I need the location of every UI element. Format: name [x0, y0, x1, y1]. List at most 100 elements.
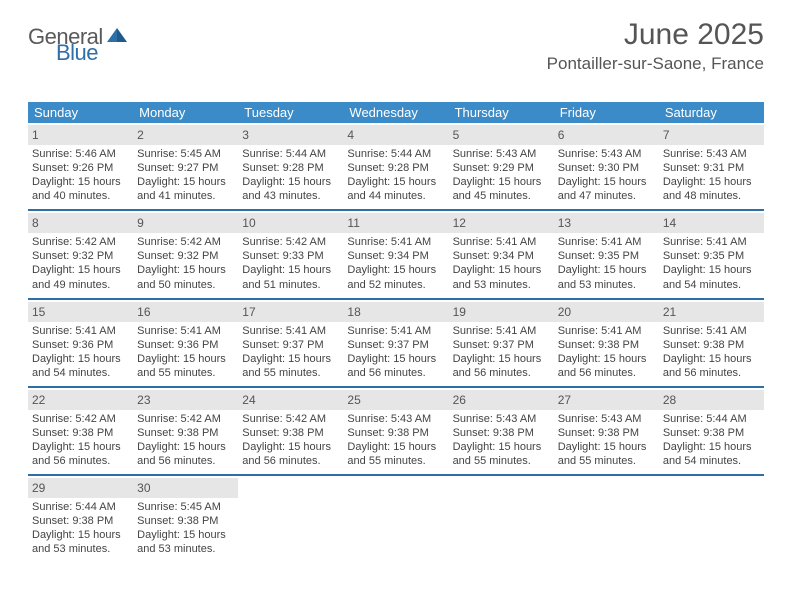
- day-number-bar: 25: [343, 390, 448, 410]
- calendar-day-cell: 27 Sunrise: 5:43 AMSunset: 9:38 PMDayligh…: [554, 388, 659, 474]
- day-sun-info: Sunrise: 5:41 AMSunset: 9:34 PMDaylight:…: [347, 235, 444, 291]
- day-number: 12: [453, 216, 466, 230]
- day-number: 22: [32, 393, 45, 407]
- month-title: June 2025: [547, 18, 764, 52]
- day-sun-info: Sunrise: 5:43 AMSunset: 9:38 PMDaylight:…: [453, 412, 550, 468]
- day-sun-info: Sunrise: 5:43 AMSunset: 9:30 PMDaylight:…: [558, 147, 655, 203]
- day-number-bar: 15: [28, 302, 133, 322]
- day-sun-info: Sunrise: 5:43 AMSunset: 9:29 PMDaylight:…: [453, 147, 550, 203]
- day-sun-info: Sunrise: 5:42 AMSunset: 9:33 PMDaylight:…: [242, 235, 339, 291]
- logo-text-blue: Blue: [56, 40, 98, 65]
- day-number: 6: [558, 128, 565, 142]
- day-number-bar: 8: [28, 213, 133, 233]
- calendar-day-cell: 5 Sunrise: 5:43 AMSunset: 9:29 PMDaylight…: [449, 123, 554, 209]
- day-number-bar: 10: [238, 213, 343, 233]
- day-number: 29: [32, 481, 45, 495]
- day-number: 5: [453, 128, 460, 142]
- day-number: 15: [32, 305, 45, 319]
- day-number-bar: 6: [554, 125, 659, 145]
- day-number: 17: [242, 305, 255, 319]
- calendar-day-cell: 18Sunrise: 5:41 AMSunset: 9:37 PMDayligh…: [343, 300, 448, 386]
- calendar-day-cell: 13Sunrise: 5:41 AMSunset: 9:35 PMDayligh…: [554, 211, 659, 297]
- day-number: 8: [32, 216, 39, 230]
- calendar-week-row: 8 Sunrise: 5:42 AMSunset: 9:32 PMDaylight…: [28, 211, 764, 299]
- calendar-day-cell: 19Sunrise: 5:41 AMSunset: 9:37 PMDayligh…: [449, 300, 554, 386]
- day-sun-info: Sunrise: 5:43 AMSunset: 9:38 PMDaylight:…: [558, 412, 655, 468]
- calendar-day-cell: 6 Sunrise: 5:43 AMSunset: 9:30 PMDaylight…: [554, 123, 659, 209]
- day-number: 18: [347, 305, 360, 319]
- day-sun-info: Sunrise: 5:41 AMSunset: 9:38 PMDaylight:…: [558, 324, 655, 380]
- weekday-header-cell: Sunday: [28, 102, 133, 123]
- day-number: 27: [558, 393, 571, 407]
- logo-text-blue-wrap: Blue: [56, 40, 98, 66]
- weekday-header-cell: Saturday: [659, 102, 764, 123]
- calendar-day-cell: 1Sunrise: 5:46 AMSunset: 9:26 PMDaylight…: [28, 123, 133, 209]
- day-sun-info: Sunrise: 5:42 AMSunset: 9:32 PMDaylight:…: [137, 235, 234, 291]
- calendar-day-cell: 20Sunrise: 5:41 AMSunset: 9:38 PMDayligh…: [554, 300, 659, 386]
- calendar-week-row: 29 Sunrise: 5:44 AMSunset: 9:38 PMDayligh…: [28, 476, 764, 562]
- day-sun-info: Sunrise: 5:43 AMSunset: 9:31 PMDaylight:…: [663, 147, 760, 203]
- weeks-container: 1Sunrise: 5:46 AMSunset: 9:26 PMDaylight…: [28, 123, 764, 563]
- calendar-day-cell: 2Sunrise: 5:45 AMSunset: 9:27 PMDaylight…: [133, 123, 238, 209]
- day-number: 24: [242, 393, 255, 407]
- calendar-day-cell: 9Sunrise: 5:42 AMSunset: 9:32 PMDaylight…: [133, 211, 238, 297]
- day-number-bar: 30: [133, 478, 238, 498]
- calendar-day-cell: 26 Sunrise: 5:43 AMSunset: 9:38 PMDayligh…: [449, 388, 554, 474]
- calendar-day-cell: 25Sunrise: 5:43 AMSunset: 9:38 PMDayligh…: [343, 388, 448, 474]
- weekday-header-cell: Monday: [133, 102, 238, 123]
- day-sun-info: Sunrise: 5:41 AMSunset: 9:35 PMDaylight:…: [663, 235, 760, 291]
- day-number-bar: 13: [554, 213, 659, 233]
- calendar-week-row: 22 Sunrise: 5:42 AMSunset: 9:38 PMDayligh…: [28, 388, 764, 476]
- calendar-day-cell: 29 Sunrise: 5:44 AMSunset: 9:38 PMDayligh…: [28, 476, 133, 562]
- calendar-empty-cell: [238, 476, 343, 562]
- calendar-empty-cell: [659, 476, 764, 562]
- calendar-empty-cell: [554, 476, 659, 562]
- day-sun-info: Sunrise: 5:44 AMSunset: 9:38 PMDaylight:…: [32, 500, 129, 556]
- title-block: June 2025 Pontailler-sur-Saone, France: [547, 18, 764, 74]
- day-sun-info: Sunrise: 5:42 AMSunset: 9:38 PMDaylight:…: [32, 412, 129, 468]
- day-sun-info: Sunrise: 5:44 AMSunset: 9:38 PMDaylight:…: [663, 412, 760, 468]
- day-number-bar: 7: [659, 125, 764, 145]
- day-number-bar: 18: [343, 302, 448, 322]
- calendar-week-row: 1Sunrise: 5:46 AMSunset: 9:26 PMDaylight…: [28, 123, 764, 211]
- day-sun-info: Sunrise: 5:41 AMSunset: 9:36 PMDaylight:…: [137, 324, 234, 380]
- logo-mark-icon: [107, 26, 127, 47]
- day-number-bar: 5: [449, 125, 554, 145]
- day-number-bar: 24: [238, 390, 343, 410]
- day-number: 13: [558, 216, 571, 230]
- day-number: 4: [347, 128, 354, 142]
- calendar-day-cell: 16Sunrise: 5:41 AMSunset: 9:36 PMDayligh…: [133, 300, 238, 386]
- day-number: 19: [453, 305, 466, 319]
- day-number: 3: [242, 128, 249, 142]
- day-number: 23: [137, 393, 150, 407]
- day-number: 25: [347, 393, 360, 407]
- day-number: 14: [663, 216, 676, 230]
- day-sun-info: Sunrise: 5:41 AMSunset: 9:38 PMDaylight:…: [663, 324, 760, 380]
- weekday-header-cell: Thursday: [449, 102, 554, 123]
- day-sun-info: Sunrise: 5:42 AMSunset: 9:38 PMDaylight:…: [242, 412, 339, 468]
- calendar-day-cell: 10 Sunrise: 5:42 AMSunset: 9:33 PMDayligh…: [238, 211, 343, 297]
- day-number-bar: 29: [28, 478, 133, 498]
- day-number: 2: [137, 128, 144, 142]
- day-number-bar: 1: [28, 125, 133, 145]
- day-number: 28: [663, 393, 676, 407]
- day-number-bar: 27: [554, 390, 659, 410]
- day-sun-info: Sunrise: 5:44 AMSunset: 9:28 PMDaylight:…: [347, 147, 444, 203]
- day-number: 11: [347, 216, 359, 230]
- day-sun-info: Sunrise: 5:44 AMSunset: 9:28 PMDaylight:…: [242, 147, 339, 203]
- day-sun-info: Sunrise: 5:41 AMSunset: 9:37 PMDaylight:…: [242, 324, 339, 380]
- day-number-bar: 2: [133, 125, 238, 145]
- day-number-bar: 22: [28, 390, 133, 410]
- day-number: 7: [663, 128, 670, 142]
- calendar-day-cell: 7 Sunrise: 5:43 AMSunset: 9:31 PMDaylight…: [659, 123, 764, 209]
- weekday-header-cell: Wednesday: [343, 102, 448, 123]
- day-number: 26: [453, 393, 466, 407]
- day-number-bar: 3: [238, 125, 343, 145]
- day-sun-info: Sunrise: 5:46 AMSunset: 9:26 PMDaylight:…: [32, 147, 129, 203]
- day-sun-info: Sunrise: 5:41 AMSunset: 9:36 PMDaylight:…: [32, 324, 129, 380]
- day-number-bar: 17: [238, 302, 343, 322]
- calendar-day-cell: 3 Sunrise: 5:44 AMSunset: 9:28 PMDaylight…: [238, 123, 343, 209]
- calendar-day-cell: 15 Sunrise: 5:41 AMSunset: 9:36 PMDayligh…: [28, 300, 133, 386]
- day-number: 10: [242, 216, 255, 230]
- day-number-bar: 12: [449, 213, 554, 233]
